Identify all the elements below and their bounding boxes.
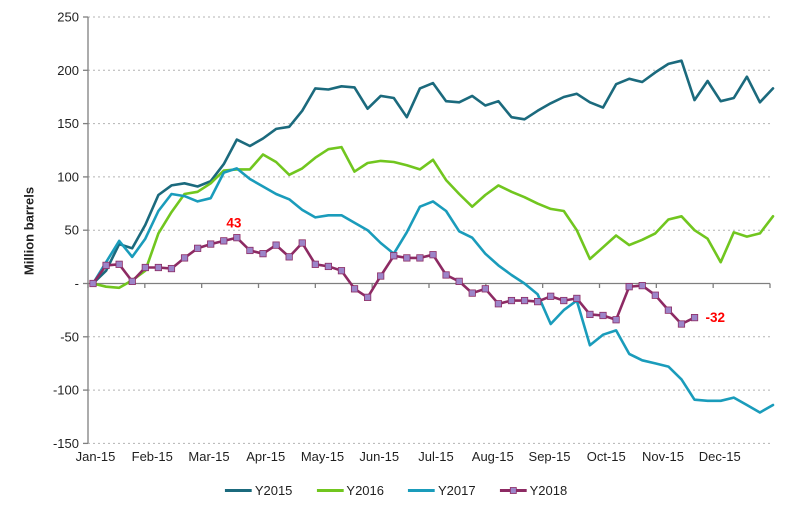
series-marker-y2018 — [298, 239, 306, 247]
series-marker-y2018 — [416, 254, 424, 262]
series-marker-y2018 — [89, 279, 97, 288]
x-tick-label: Nov-15 — [642, 449, 684, 464]
x-tick-label: Jun-15 — [359, 449, 399, 464]
series-marker-y2018 — [180, 254, 189, 262]
x-tick-label: Apr-15 — [246, 449, 285, 464]
series-marker-y2018 — [259, 250, 267, 258]
legend-swatch-y2017 — [408, 489, 435, 492]
series-marker-y2018 — [207, 240, 215, 248]
legend-label-y2018: Y2018 — [529, 483, 568, 498]
series-marker-y2018 — [690, 314, 699, 322]
series-marker-y2018 — [599, 311, 607, 320]
series-marker-y2018 — [468, 289, 476, 297]
legend-item-y2017: Y2017 — [408, 483, 476, 498]
series-marker-y2018 — [350, 285, 359, 293]
y-tick-label: 150 — [57, 116, 79, 131]
series-marker-y2018 — [481, 285, 489, 293]
legend-label-y2017: Y2017 — [438, 483, 476, 498]
series-marker-y2018 — [520, 296, 529, 305]
legend: Y2015 Y2016 Y2017 Y2018 — [224, 483, 568, 498]
series-line-y2017 — [91, 167, 775, 414]
x-tick-label: Feb-15 — [132, 449, 173, 464]
series-marker-y2018 — [677, 320, 686, 328]
series-marker-y2018 — [128, 277, 136, 285]
series-marker-y2018 — [194, 244, 202, 252]
legend-item-y2015: Y2015 — [224, 483, 293, 498]
series-marker-y2018 — [364, 293, 372, 301]
series-marker-y2018 — [102, 261, 110, 269]
legend-swatch-y2016 — [316, 489, 344, 492]
x-tick-label: Jul-15 — [418, 449, 453, 464]
y-tick-label: 200 — [57, 63, 79, 78]
series-marker-y2018 — [377, 272, 385, 280]
series-marker-y2018 — [272, 241, 280, 249]
legend-marker-y2018 — [509, 487, 517, 494]
y-tick-label: -150 — [53, 436, 79, 451]
series-marker-y2018 — [429, 251, 437, 259]
legend-label-y2015: Y2015 — [254, 483, 293, 498]
x-tick-label: May-15 — [301, 449, 344, 464]
series-marker-y2018 — [233, 234, 241, 242]
data-label-43: 43 — [226, 216, 242, 231]
series-marker-y2018 — [664, 306, 672, 314]
series-marker-y2018 — [324, 262, 332, 271]
series-marker-y2018 — [220, 237, 228, 245]
y-tick-label: 250 — [57, 10, 79, 25]
series-marker-y2018 — [246, 246, 254, 255]
legend-swatch-y2015 — [224, 489, 252, 492]
series-line-y2018 — [91, 236, 696, 326]
series-marker-y2018 — [311, 260, 319, 268]
series-marker-y2018 — [547, 292, 555, 300]
series-marker-y2018 — [612, 316, 620, 324]
series-marker-y2018 — [494, 300, 502, 308]
y-tick-label: - — [75, 276, 79, 291]
series-marker-y2018 — [141, 263, 149, 272]
series-marker-y2018 — [167, 264, 176, 273]
y-tick-label: -100 — [53, 383, 79, 398]
series-marker-y2018 — [115, 260, 123, 268]
x-tick-label: Sep-15 — [529, 449, 571, 464]
series-marker-y2018 — [285, 253, 293, 261]
series-marker-y2018 — [573, 294, 581, 303]
series-marker-y2018 — [534, 298, 542, 306]
x-tick-label: Dec-15 — [699, 449, 741, 464]
series-marker-y2018 — [586, 310, 594, 319]
series-marker-y2018 — [651, 291, 659, 299]
x-tick-label: Oct-15 — [587, 449, 626, 464]
data-label--32: -32 — [706, 310, 726, 325]
y-tick-label: 100 — [57, 169, 79, 184]
y-tick-label: 50 — [65, 223, 79, 238]
series-marker-y2018 — [403, 254, 411, 262]
legend-label-y2016: Y2016 — [346, 483, 384, 498]
series-marker-y2018 — [154, 263, 162, 272]
legend-item-y2018: Y2018 — [499, 483, 568, 498]
series-line-y2015 — [91, 59, 775, 285]
y-tick-label: -50 — [60, 329, 79, 344]
series-marker-y2018 — [390, 252, 398, 260]
y-axis-title: Million barrels — [21, 186, 37, 276]
series-marker-y2018 — [442, 271, 450, 279]
series-marker-y2018 — [625, 283, 633, 291]
legend-swatch-y2018 — [499, 487, 527, 494]
series-marker-y2018 — [560, 296, 568, 305]
x-tick-label: Mar-15 — [188, 449, 229, 464]
legend-item-y2016: Y2016 — [316, 483, 384, 498]
x-tick-label: Aug-15 — [472, 449, 514, 464]
series-line-y2016 — [91, 145, 775, 290]
x-tick-label: Jan-15 — [76, 449, 116, 464]
series-marker-y2018 — [455, 277, 463, 285]
series-marker-y2018 — [507, 296, 516, 305]
series-marker-y2018 — [638, 282, 646, 290]
series-marker-y2018 — [337, 267, 346, 275]
